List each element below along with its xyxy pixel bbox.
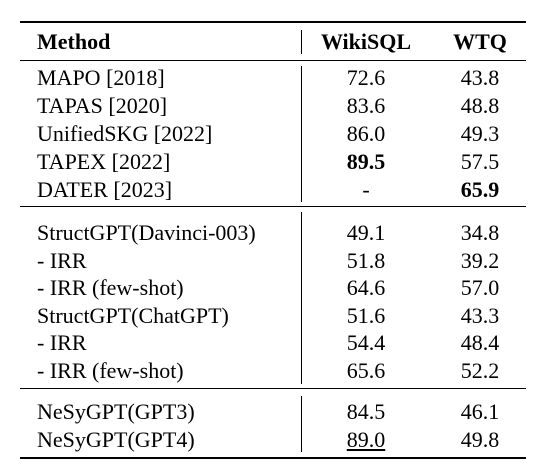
score: 43.3	[460, 302, 500, 328]
method-name: - IRR (few-shot)	[37, 358, 184, 383]
method-name: MAPO [2018]	[37, 65, 165, 90]
score: 54.4	[346, 330, 386, 356]
score: 39.2	[460, 247, 500, 273]
score: 64.6	[346, 275, 386, 301]
method-name: NeSyGPT(GPT3)	[37, 399, 195, 424]
score: 43.8	[460, 65, 500, 90]
score: 49.8	[460, 427, 500, 452]
score: 72.6	[346, 65, 386, 90]
score: 34.8	[460, 220, 500, 245]
score: 49.1	[346, 220, 386, 245]
column-divider	[301, 66, 302, 202]
top-rule	[20, 21, 526, 23]
method-name: DATER [2023]	[37, 177, 173, 202]
method-name: TAPAS [2020]	[37, 93, 168, 118]
score: 48.4	[460, 330, 500, 356]
score: 65.6	[346, 358, 386, 383]
method-name: - IRR (few-shot)	[37, 275, 184, 301]
score: 65.9	[460, 177, 500, 202]
method-name: TAPEX [2022]	[37, 149, 171, 174]
method-name: UnifiedSKG [2022]	[37, 121, 213, 146]
method-name: StructGPT(ChatGPT)	[37, 302, 229, 328]
score: 57.0	[460, 275, 500, 301]
score: 89.0	[346, 427, 386, 452]
score: 84.5	[346, 399, 386, 424]
column-divider	[301, 30, 302, 54]
column-header: WikiSQL	[320, 29, 412, 54]
bottom-rule	[20, 457, 526, 459]
method-name: NeSyGPT(GPT4)	[37, 427, 195, 452]
column-divider	[301, 212, 302, 384]
column-header: Method	[37, 29, 111, 54]
score: 51.8	[346, 247, 386, 273]
score: 49.3	[460, 121, 500, 146]
score: 46.1	[460, 399, 500, 424]
score: 57.5	[460, 149, 500, 174]
method-name: - IRR	[37, 330, 87, 356]
column-divider	[301, 396, 302, 452]
group-rule	[20, 206, 526, 207]
column-header: WTQ	[453, 29, 507, 54]
group-rule	[20, 388, 526, 389]
score: 89.5	[346, 149, 386, 174]
score: 86.0	[346, 121, 386, 146]
header-rule	[20, 60, 526, 61]
score: -	[362, 177, 370, 202]
score: 51.6	[346, 302, 386, 328]
score: 83.6	[346, 93, 386, 118]
score: 52.2	[460, 358, 500, 383]
method-name: - IRR	[37, 247, 87, 273]
score: 48.8	[460, 93, 500, 118]
method-name: StructGPT(Davinci-003)	[37, 220, 256, 245]
